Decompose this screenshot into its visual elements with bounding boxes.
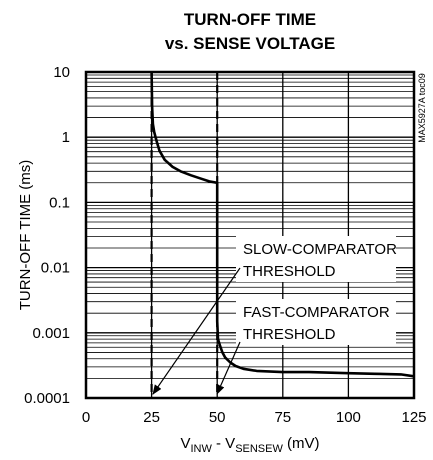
x-axis-label: VINW - VSENSEW (mV) <box>180 435 319 455</box>
x-axis-label-sub2: SENSEW <box>235 443 283 455</box>
fast-annotation-arrow <box>216 341 241 395</box>
x-axis-label-tail: (mV) <box>283 435 320 452</box>
fast-comparator-annotation: FAST-COMPARATOR THRESHOLD <box>216 299 396 395</box>
series-layer <box>150 71 415 378</box>
x-tick-labels: 0 25 50 75 100 125 <box>82 409 427 426</box>
figure-reference-label: MAX5927A toc09 <box>417 73 427 143</box>
x-tick-label: 25 <box>143 409 160 426</box>
slow-annotation-arrow <box>152 267 241 395</box>
y-tick-labels: 10 1 0.1 0.01 0.001 0.0001 <box>24 64 70 407</box>
y-tick-label: 10 <box>53 64 70 81</box>
fast-annotation-line-2: THRESHOLD <box>243 326 336 343</box>
series-line-0 <box>150 71 415 378</box>
x-tick-label: 50 <box>209 409 226 426</box>
y-tick-label: 0.01 <box>41 260 70 277</box>
x-tick-label: 0 <box>82 409 90 426</box>
x-tick-label: 100 <box>336 409 361 426</box>
x-tick-label: 75 <box>274 409 291 426</box>
slow-annotation-line-2: THRESHOLD <box>243 263 336 280</box>
slow-annotation-box <box>236 236 396 282</box>
y-axis-label: TURN-OFF TIME (ms) <box>17 160 34 311</box>
slow-annotation-line-1: SLOW-COMPARATOR <box>243 241 397 258</box>
y-tick-label: 0.1 <box>49 194 70 211</box>
chart-title-line-1: TURN-OFF TIME <box>184 10 316 29</box>
x-axis-label-v1: V <box>180 435 190 452</box>
x-tick-label: 125 <box>401 409 426 426</box>
x-axis-label-mid: - V <box>212 435 235 452</box>
fast-annotation-line-1: FAST-COMPARATOR <box>243 304 390 321</box>
y-tick-label: 0.001 <box>32 325 70 342</box>
y-tick-label: 0.0001 <box>24 390 70 407</box>
chart-title-line-2: vs. SENSE VOLTAGE <box>165 34 335 53</box>
fast-annotation-box <box>236 299 396 345</box>
y-tick-label: 1 <box>62 129 70 146</box>
plot-frame <box>84 70 416 400</box>
slow-comparator-annotation: SLOW-COMPARATOR THRESHOLD <box>152 236 397 395</box>
x-axis-label-sub1: INW <box>190 443 212 455</box>
grid <box>85 72 415 399</box>
